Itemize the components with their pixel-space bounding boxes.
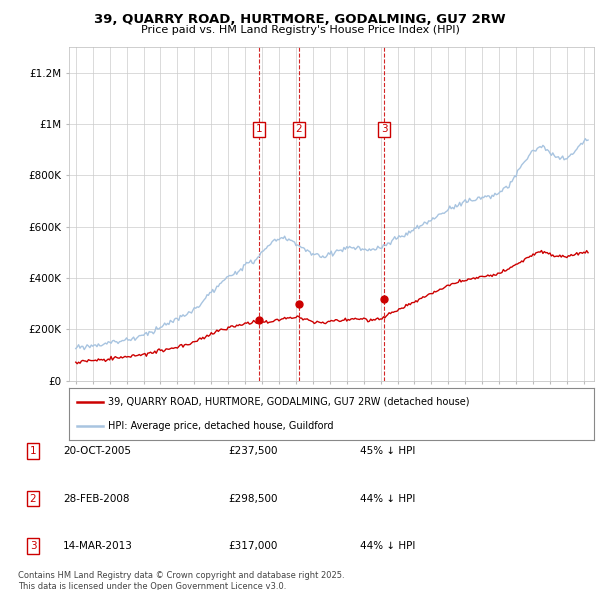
Text: 45% ↓ HPI: 45% ↓ HPI xyxy=(360,447,415,456)
Text: 39, QUARRY ROAD, HURTMORE, GODALMING, GU7 2RW (detached house): 39, QUARRY ROAD, HURTMORE, GODALMING, GU… xyxy=(109,396,470,407)
Text: HPI: Average price, detached house, Guildford: HPI: Average price, detached house, Guil… xyxy=(109,421,334,431)
Text: 2: 2 xyxy=(29,494,37,503)
Text: £298,500: £298,500 xyxy=(228,494,277,503)
Text: 3: 3 xyxy=(29,541,37,550)
Text: 39, QUARRY ROAD, HURTMORE, GODALMING, GU7 2RW: 39, QUARRY ROAD, HURTMORE, GODALMING, GU… xyxy=(94,13,506,26)
Text: Contains HM Land Registry data © Crown copyright and database right 2025.
This d: Contains HM Land Registry data © Crown c… xyxy=(18,571,344,590)
Text: 1: 1 xyxy=(256,124,262,135)
Text: 20-OCT-2005: 20-OCT-2005 xyxy=(63,447,131,456)
Text: Price paid vs. HM Land Registry's House Price Index (HPI): Price paid vs. HM Land Registry's House … xyxy=(140,25,460,35)
Text: 14-MAR-2013: 14-MAR-2013 xyxy=(63,541,133,550)
Text: 28-FEB-2008: 28-FEB-2008 xyxy=(63,494,130,503)
Text: £237,500: £237,500 xyxy=(228,447,277,456)
Text: 1: 1 xyxy=(29,447,37,456)
Text: 2: 2 xyxy=(296,124,302,135)
Text: 44% ↓ HPI: 44% ↓ HPI xyxy=(360,541,415,550)
Text: 3: 3 xyxy=(381,124,388,135)
Text: 44% ↓ HPI: 44% ↓ HPI xyxy=(360,494,415,503)
Text: £317,000: £317,000 xyxy=(228,541,277,550)
